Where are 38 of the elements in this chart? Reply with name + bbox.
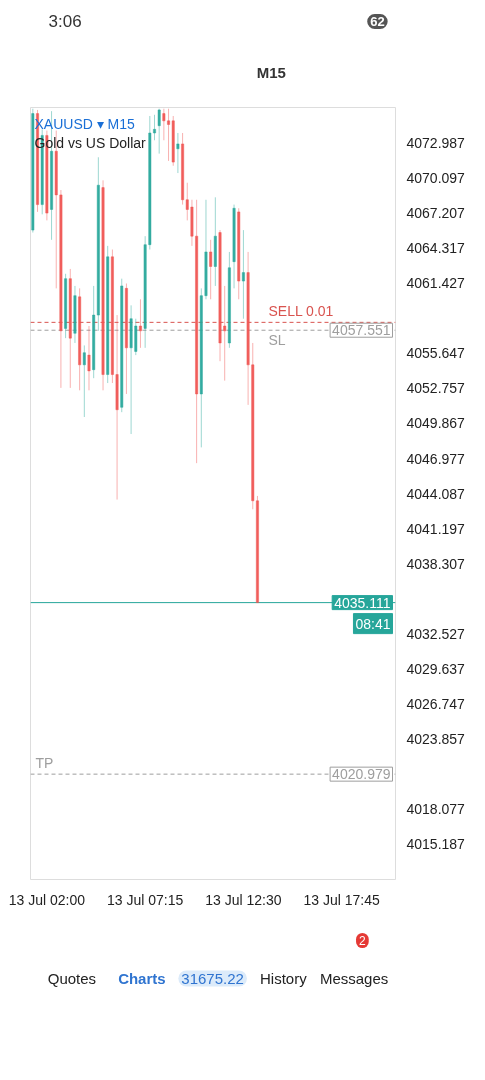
text: Messages	[319, 970, 389, 987]
text: 31675.22	[181, 969, 244, 987]
ref-line-label: 4020.979	[332, 766, 391, 783]
annotation: 08:41	[355, 615, 391, 632]
x-tick-label: 13 Jul 12:30	[205, 891, 282, 908]
ref-line-label: 4057.551	[332, 322, 391, 339]
y-tick-label: 4064.317	[406, 240, 466, 257]
y-tick-label: 4015.187	[406, 836, 466, 853]
y-tick-label: 4029.637	[406, 661, 466, 678]
annotation: TP	[35, 755, 54, 772]
y-tick-label: 4041.197	[406, 520, 466, 537]
y-tick-label: 4026.747	[406, 696, 466, 713]
text: Charts	[118, 970, 166, 987]
y-tick-label: 4067.207	[406, 205, 466, 222]
annotation: SELL 0.01	[268, 303, 334, 320]
annotation: SL	[268, 332, 286, 349]
y-tick-label: 4032.527	[406, 625, 466, 642]
text: 2	[359, 934, 367, 948]
y-tick-label: 4046.977	[406, 450, 466, 467]
y-tick-label: 4023.857	[406, 731, 466, 748]
text: 3:06	[48, 12, 82, 31]
y-tick-label: 4070.097	[406, 169, 466, 186]
y-tick-label: 4049.867	[406, 415, 466, 432]
text: Quotes	[47, 970, 97, 987]
ref-line-label: 4035.111	[334, 594, 391, 611]
y-tick-label: 4055.647	[406, 345, 466, 362]
text: 62	[370, 14, 385, 29]
x-tick-label: 13 Jul 07:15	[107, 891, 184, 908]
y-tick-label: 4052.757	[406, 380, 466, 397]
text: M15	[256, 64, 286, 81]
x-tick-label: 13 Jul 02:00	[8, 891, 86, 908]
y-tick-label: 4061.427	[406, 275, 466, 292]
y-tick-label: 4038.307	[406, 555, 466, 572]
x-tick-label: 13 Jul 17:45	[303, 891, 381, 908]
text: History	[260, 970, 308, 987]
y-tick-label: 4072.987	[406, 134, 466, 151]
y-tick-label: 4018.077	[406, 801, 466, 818]
y-tick-label: 4044.087	[406, 485, 466, 502]
